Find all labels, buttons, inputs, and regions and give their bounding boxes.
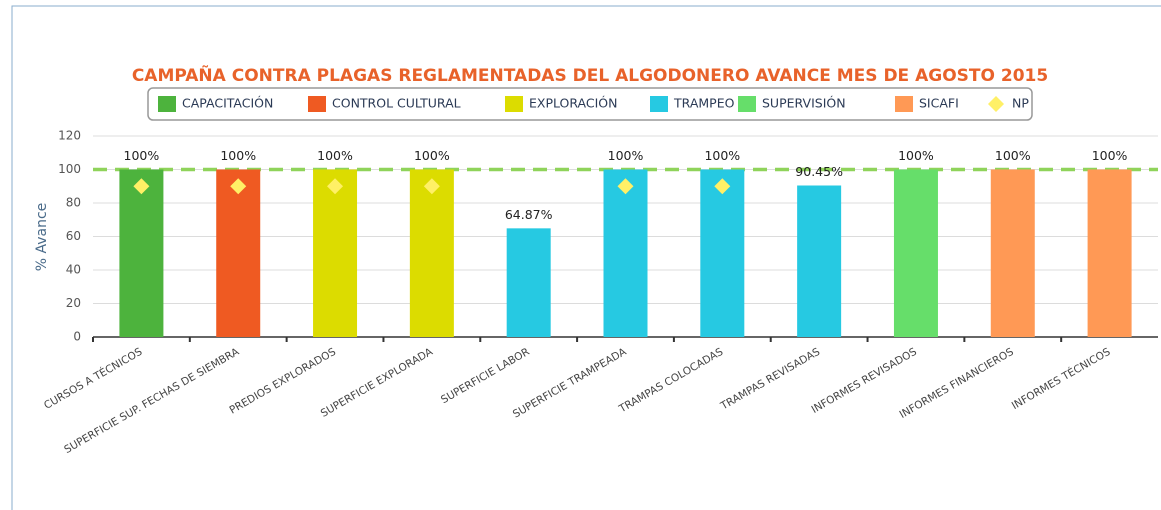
legend-swatch [738,96,756,112]
x-tick-label: PREDIOS EXPLORADOS [228,346,339,417]
data-label: 100% [1092,148,1128,163]
data-label: 100% [317,148,353,163]
data-label: 100% [220,148,256,163]
bar [409,169,454,337]
y-tick-label: 20 [66,296,81,310]
data-label: 100% [704,148,740,163]
data-label: 90.45% [795,164,843,179]
x-tick-label: INFORMES REVISADOS [809,346,919,416]
legend-label: CAPACITACIÓN [182,96,273,111]
bar [990,169,1035,337]
np-marker [714,178,731,195]
np-marker [133,178,150,195]
legend-label: CONTROL CULTURAL [332,96,461,111]
x-tick-label: SUPERFICIE SUP. FECHAS DE SIEMBRA [62,345,242,456]
x-tick-label: TRAMPAS REVISADAS [718,346,822,413]
legend-label: SICAFI [919,96,959,111]
frame [11,5,1161,510]
data-label: 100% [608,148,644,163]
chart-title: CAMPAÑA CONTRA PLAGAS REGLAMENTADAS DEL … [132,63,1048,86]
legend-label: SUPERVISIÓN [762,96,846,111]
legend-swatch [650,96,668,112]
np-marker [423,178,440,195]
bar [603,169,648,337]
bar [313,169,358,337]
legend-swatch [895,96,913,112]
bar [797,185,842,337]
bar [893,169,938,337]
bar [119,169,164,337]
np-marker [617,178,634,195]
data-label: 100% [995,148,1031,163]
y-tick-label: 80 [66,196,81,210]
np-marker [327,178,344,195]
x-tick-label: CURSOS A TÉCNICOS [41,345,144,412]
x-tick-label: TRAMPAS COLOCADAS [616,346,725,416]
bar [700,169,745,337]
legend-box [147,87,1033,121]
legend-label: NP [1012,96,1029,111]
y-tick-label: 40 [66,263,81,277]
legend-swatch [158,96,176,112]
data-label: 100% [414,148,450,163]
bar [216,169,261,337]
y-axis-label: % Avance [34,203,50,272]
y-tick-label: 60 [66,229,81,243]
y-tick-label: 0 [73,330,81,344]
y-tick-label: 120 [58,129,81,143]
x-tick-label: INFORMES TÉCNICOS [1009,345,1113,412]
bar [1087,169,1132,337]
data-label: 100% [898,148,934,163]
legend-label: TRAMPEO [673,96,735,111]
bar [506,228,551,337]
data-label: 64.87% [505,207,553,222]
np-marker [230,178,247,195]
data-label: 100% [124,148,160,163]
legend-swatch [505,96,523,112]
x-tick-label: SUPERFICIE LABOR [439,346,532,406]
legend-swatch [308,96,326,112]
legend-label: EXPLORACIÓN [529,96,617,111]
y-tick-label: 100 [58,162,81,176]
legend-marker [988,96,1004,112]
